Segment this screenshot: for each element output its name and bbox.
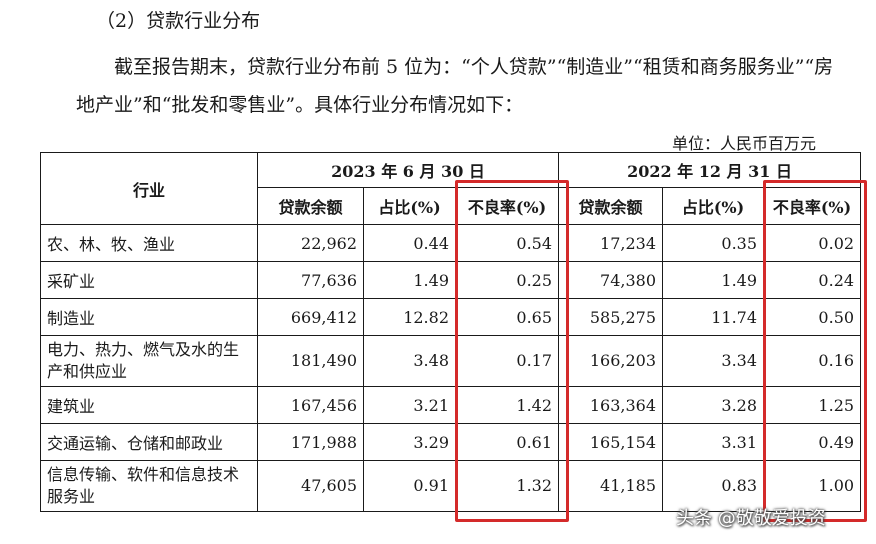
npl-2023-cell: 0.65 xyxy=(454,298,560,336)
balance-2023-cell: 167,456 xyxy=(257,386,364,424)
npl-2023-cell: 0.61 xyxy=(454,423,560,461)
industry-header: 行业 xyxy=(40,152,258,225)
npl-2022-cell: 1.00 xyxy=(763,460,862,512)
col-balance-2022: 贷款余额 xyxy=(558,187,664,225)
table-row: 制造业 669,412 12.82 0.65 585,275 11.74 0.5… xyxy=(40,298,862,336)
industry-cell: 建筑业 xyxy=(40,386,258,424)
npl-2023-cell: 0.25 xyxy=(454,261,560,299)
table-row: 交通运输、仓储和邮政业 171,988 3.29 0.61 165,154 3.… xyxy=(40,423,862,461)
balance-2023-cell: 22,962 xyxy=(257,224,364,262)
watermark: 头条 @敬敬爱投资 xyxy=(676,508,826,529)
npl-2022-cell: 0.24 xyxy=(763,261,862,299)
table-row: 电力、热力、燃气及水的生产和供应业 181,490 3.48 0.17 166,… xyxy=(40,335,862,387)
npl-2023-cell: 0.17 xyxy=(454,335,560,387)
balance-2023-cell: 171,988 xyxy=(257,423,364,461)
ratio-2022-cell: 1.49 xyxy=(662,261,765,299)
balance-2022-cell: 74,380 xyxy=(558,261,664,299)
npl-2023-cell: 1.42 xyxy=(454,386,560,424)
balance-2023-cell: 47,605 xyxy=(257,460,364,512)
ratio-2023-cell: 0.44 xyxy=(363,224,456,262)
balance-2022-cell: 165,154 xyxy=(558,423,664,461)
ratio-2023-cell: 3.48 xyxy=(363,335,456,387)
industry-cell: 电力、热力、燃气及水的生产和供应业 xyxy=(40,335,258,387)
balance-2022-cell: 585,275 xyxy=(558,298,664,336)
balance-2023-cell: 669,412 xyxy=(257,298,364,336)
npl-2023-cell: 0.54 xyxy=(454,224,560,262)
industry-cell: 交通运输、仓储和邮政业 xyxy=(40,423,258,461)
loan-industry-table: 行业 2023 年 6 月 30 日 2022 年 12 月 31 日 贷款余额… xyxy=(40,152,862,512)
npl-2022-cell: 0.49 xyxy=(763,423,862,461)
ratio-2022-cell: 3.34 xyxy=(662,335,765,387)
period-2022-header: 2022 年 12 月 31 日 xyxy=(558,152,862,188)
header-row-columns: 贷款余额 占比(%) 不良率(%) 贷款余额 占比(%) 不良率(%) xyxy=(41,187,862,225)
npl-2022-cell: 0.02 xyxy=(763,224,862,262)
intro-paragraph: 截至报告期末，贷款行业分布前 5 位为：“个人贷款”“制造业”“租赁和商务服务业… xyxy=(76,48,846,124)
ratio-2022-cell: 11.74 xyxy=(662,298,765,336)
industry-cell: 采矿业 xyxy=(40,261,258,299)
balance-2023-cell: 181,490 xyxy=(257,335,364,387)
period-2023-header: 2023 年 6 月 30 日 xyxy=(256,152,560,188)
table-row: 信息传输、软件和信息技术服务业 47,605 0.91 1.32 41,185 … xyxy=(40,460,862,512)
industry-cell: 农、林、牧、渔业 xyxy=(40,224,258,262)
balance-2022-cell: 41,185 xyxy=(558,460,664,512)
col-npl-2023: 不良率(%) xyxy=(454,187,560,225)
col-ratio-2023: 占比(%) xyxy=(363,187,456,225)
npl-2022-cell: 0.16 xyxy=(763,335,862,387)
col-ratio-2022: 占比(%) xyxy=(662,187,765,225)
npl-2022-cell: 0.50 xyxy=(763,298,862,336)
unit-label: 单位：人民币百万元 xyxy=(672,134,817,153)
ratio-2023-cell: 0.91 xyxy=(363,460,456,512)
industry-cell: 信息传输、软件和信息技术服务业 xyxy=(40,460,258,512)
industry-cell: 制造业 xyxy=(40,298,258,336)
section-heading: （2）贷款行业分布 xyxy=(96,10,261,32)
ratio-2023-cell: 1.49 xyxy=(363,261,456,299)
balance-2022-cell: 166,203 xyxy=(558,335,664,387)
table-row: 农、林、牧、渔业 22,962 0.44 0.54 17,234 0.35 0.… xyxy=(40,224,862,262)
ratio-2022-cell: 3.28 xyxy=(662,386,765,424)
intro-text: 截至报告期末，贷款行业分布前 5 位为：“个人贷款”“制造业”“租赁和商务服务业… xyxy=(76,56,834,116)
npl-2023-cell: 1.32 xyxy=(454,460,560,512)
header-row-periods: 行业 2023 年 6 月 30 日 2022 年 12 月 31 日 xyxy=(40,152,862,225)
balance-2022-cell: 163,364 xyxy=(558,386,664,424)
ratio-2022-cell: 0.35 xyxy=(662,224,765,262)
balance-2023-cell: 77,636 xyxy=(257,261,364,299)
col-balance-2023: 贷款余额 xyxy=(257,187,364,225)
ratio-2023-cell: 3.29 xyxy=(363,423,456,461)
npl-2022-cell: 1.25 xyxy=(763,386,862,424)
ratio-2022-cell: 3.31 xyxy=(662,423,765,461)
ratio-2023-cell: 3.21 xyxy=(363,386,456,424)
table-row: 采矿业 77,636 1.49 0.25 74,380 1.49 0.24 xyxy=(40,261,862,299)
col-npl-2022: 不良率(%) xyxy=(763,187,862,225)
balance-2022-cell: 17,234 xyxy=(558,224,664,262)
ratio-2023-cell: 12.82 xyxy=(363,298,456,336)
table-row: 建筑业 167,456 3.21 1.42 163,364 3.28 1.25 xyxy=(40,386,862,424)
